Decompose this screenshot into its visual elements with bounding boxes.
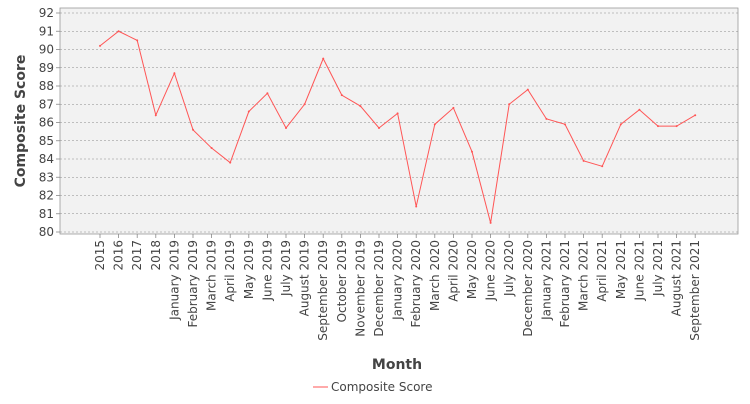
- y-tick-label: 84: [39, 152, 54, 166]
- x-tick-label: June 2020: [484, 240, 498, 302]
- x-axis-label: Month: [372, 357, 422, 373]
- y-axis-label: Composite Score: [13, 55, 29, 188]
- x-tick-label: August 2021: [670, 240, 684, 316]
- data-point: [136, 39, 139, 42]
- x-tick-label: January 2021: [539, 240, 553, 321]
- data-point: [675, 125, 678, 128]
- data-point: [210, 147, 213, 150]
- series-layer: [99, 30, 697, 224]
- y-axis-ticks: 80 81 82 83 84 85 86 87 88 89 90 91 92: [39, 6, 60, 239]
- data-point: [396, 112, 399, 115]
- data-point: [508, 103, 511, 106]
- data-point: [564, 123, 566, 126]
- y-tick-label: 82: [39, 189, 54, 203]
- x-tick-label: March 2021: [577, 240, 591, 311]
- x-tick-label: October 2019: [335, 240, 349, 322]
- data-point: [526, 88, 529, 91]
- data-point: [694, 114, 697, 117]
- data-point: [433, 123, 436, 126]
- data-point: [582, 159, 585, 162]
- x-tick-label: 2017: [130, 240, 144, 271]
- x-tick-label: 2018: [149, 240, 163, 271]
- legend: Composite Score: [313, 380, 432, 394]
- x-tick-label: September 2021: [688, 240, 702, 341]
- x-tick-label: 2015: [93, 240, 107, 271]
- x-tick-label: April 2021: [595, 240, 609, 302]
- data-point: [285, 126, 287, 129]
- data-point: [619, 123, 622, 126]
- data-point: [601, 165, 604, 168]
- data-point: [340, 94, 343, 97]
- data-point: [638, 108, 641, 111]
- x-tick-label: January 2020: [391, 240, 405, 321]
- data-point: [99, 44, 101, 47]
- x-tick-label: September 2019: [316, 240, 330, 341]
- x-tick-label: April 2020: [446, 240, 460, 302]
- data-point: [154, 114, 157, 117]
- y-tick-label: 92: [39, 6, 54, 20]
- y-tick-label: 83: [39, 170, 54, 184]
- x-tick-label: June 2019: [260, 240, 274, 302]
- data-point: [359, 105, 362, 108]
- data-point: [471, 150, 473, 153]
- y-tick-label: 87: [39, 97, 54, 111]
- data-point: [378, 126, 380, 129]
- data-point: [229, 161, 232, 164]
- data-point: [117, 30, 120, 33]
- x-tick-label: May 2020: [465, 240, 479, 299]
- x-tick-label: July 2020: [502, 240, 516, 297]
- data-point: [415, 205, 418, 208]
- x-tick-label: December 2019: [372, 240, 386, 337]
- x-tick-label: July 2019: [279, 240, 293, 297]
- data-point: [657, 125, 659, 128]
- y-tick-label: 89: [39, 61, 54, 75]
- x-tick-label: July 2021: [651, 240, 665, 297]
- y-tick-label: 88: [39, 79, 54, 93]
- data-point: [489, 221, 492, 224]
- x-tick-label: February 2020: [409, 240, 423, 328]
- data-point: [322, 57, 325, 60]
- x-tick-label: April 2019: [223, 240, 237, 302]
- y-tick-label: 86: [39, 116, 54, 130]
- data-point: [303, 103, 306, 106]
- x-tick-label: January 2019: [167, 240, 181, 321]
- x-tick-label: June 2021: [632, 240, 646, 302]
- data-point: [545, 117, 548, 120]
- data-point: [266, 92, 269, 95]
- x-tick-label: November 2019: [353, 240, 367, 337]
- y-tick-label: 91: [39, 24, 54, 38]
- data-point: [452, 106, 455, 109]
- x-tick-label: February 2019: [186, 240, 200, 328]
- y-tick-label: 90: [39, 43, 54, 57]
- x-tick-label: May 2021: [614, 240, 628, 299]
- x-tick-label: August 2019: [298, 240, 312, 316]
- data-point: [173, 72, 176, 75]
- legend-label: Composite Score: [331, 380, 432, 394]
- x-tick-label: May 2019: [242, 240, 256, 299]
- x-tick-label: December 2020: [521, 240, 535, 337]
- y-tick-label: 80: [39, 225, 54, 239]
- data-point: [192, 128, 194, 131]
- y-tick-label: 81: [39, 207, 54, 221]
- x-axis-ticks: 2015 2016 2017 2018 January 2019 February 201…: [93, 234, 702, 341]
- x-tick-label: February 2021: [558, 240, 572, 328]
- y-tick-label: 85: [39, 134, 54, 148]
- x-tick-label: March 2020: [428, 240, 442, 311]
- x-tick-label: 2016: [112, 240, 126, 271]
- x-tick-label: March 2019: [205, 240, 219, 311]
- data-point: [247, 110, 250, 113]
- grid-lines: [60, 12, 738, 233]
